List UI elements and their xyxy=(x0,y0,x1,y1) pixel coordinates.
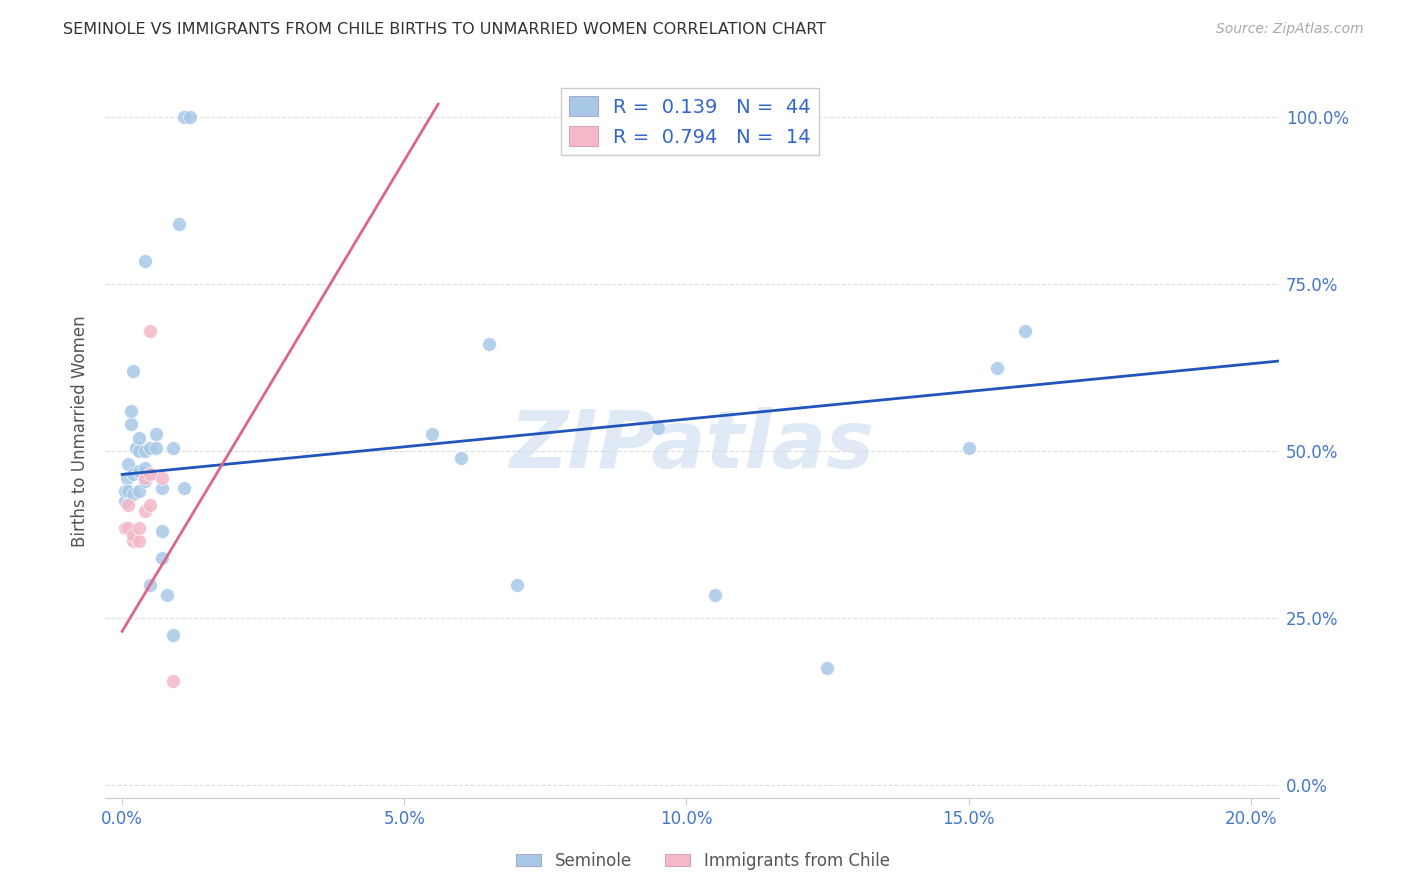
Point xyxy=(703,588,725,602)
Point xyxy=(122,467,145,482)
Point xyxy=(134,254,156,268)
Point xyxy=(173,481,195,495)
Point xyxy=(128,464,150,478)
Point xyxy=(117,458,139,472)
Point xyxy=(134,460,156,475)
Point xyxy=(114,484,136,499)
Point xyxy=(117,521,139,535)
Point xyxy=(145,441,167,455)
Point xyxy=(128,431,150,445)
Point xyxy=(134,474,156,488)
Point xyxy=(167,217,190,231)
Point xyxy=(134,504,156,518)
Point xyxy=(162,627,184,641)
Point xyxy=(139,467,162,482)
Point xyxy=(117,498,139,512)
Point xyxy=(173,111,195,125)
Point xyxy=(117,484,139,499)
Point xyxy=(114,521,136,535)
Point xyxy=(150,471,173,485)
Legend: Seminole, Immigrants from Chile: Seminole, Immigrants from Chile xyxy=(510,846,896,877)
Point xyxy=(957,441,980,455)
Point xyxy=(120,404,142,418)
Point xyxy=(115,471,138,485)
Point xyxy=(134,471,156,485)
Point xyxy=(150,524,173,539)
Point xyxy=(128,534,150,549)
Point xyxy=(162,674,184,689)
Point xyxy=(647,421,669,435)
Point xyxy=(179,111,201,125)
Point xyxy=(156,588,179,602)
Point xyxy=(120,417,142,432)
Y-axis label: Births to Unmarried Women: Births to Unmarried Women xyxy=(72,315,89,547)
Point xyxy=(134,444,156,458)
Point xyxy=(817,661,839,675)
Point xyxy=(139,498,162,512)
Point xyxy=(150,481,173,495)
Point xyxy=(422,427,444,442)
Point xyxy=(139,441,162,455)
Text: Source: ZipAtlas.com: Source: ZipAtlas.com xyxy=(1216,22,1364,37)
Point xyxy=(150,550,173,565)
Point xyxy=(125,441,148,455)
Point xyxy=(128,521,150,535)
Point xyxy=(450,450,472,465)
Point xyxy=(986,360,1008,375)
Point xyxy=(145,427,167,442)
Point xyxy=(1014,324,1036,338)
Point xyxy=(506,577,529,591)
Point xyxy=(114,494,136,508)
Point xyxy=(128,484,150,499)
Point xyxy=(128,444,150,458)
Point xyxy=(162,441,184,455)
Point xyxy=(122,364,145,378)
Legend: R =  0.139   N =  44, R =  0.794   N =  14: R = 0.139 N = 44, R = 0.794 N = 14 xyxy=(561,88,818,155)
Point xyxy=(122,487,145,501)
Point xyxy=(139,324,162,338)
Point xyxy=(478,337,501,351)
Text: SEMINOLE VS IMMIGRANTS FROM CHILE BIRTHS TO UNMARRIED WOMEN CORRELATION CHART: SEMINOLE VS IMMIGRANTS FROM CHILE BIRTHS… xyxy=(63,22,827,37)
Point xyxy=(139,467,162,482)
Text: ZIPatlas: ZIPatlas xyxy=(509,407,875,484)
Point xyxy=(122,534,145,549)
Point xyxy=(139,577,162,591)
Point xyxy=(122,527,145,541)
